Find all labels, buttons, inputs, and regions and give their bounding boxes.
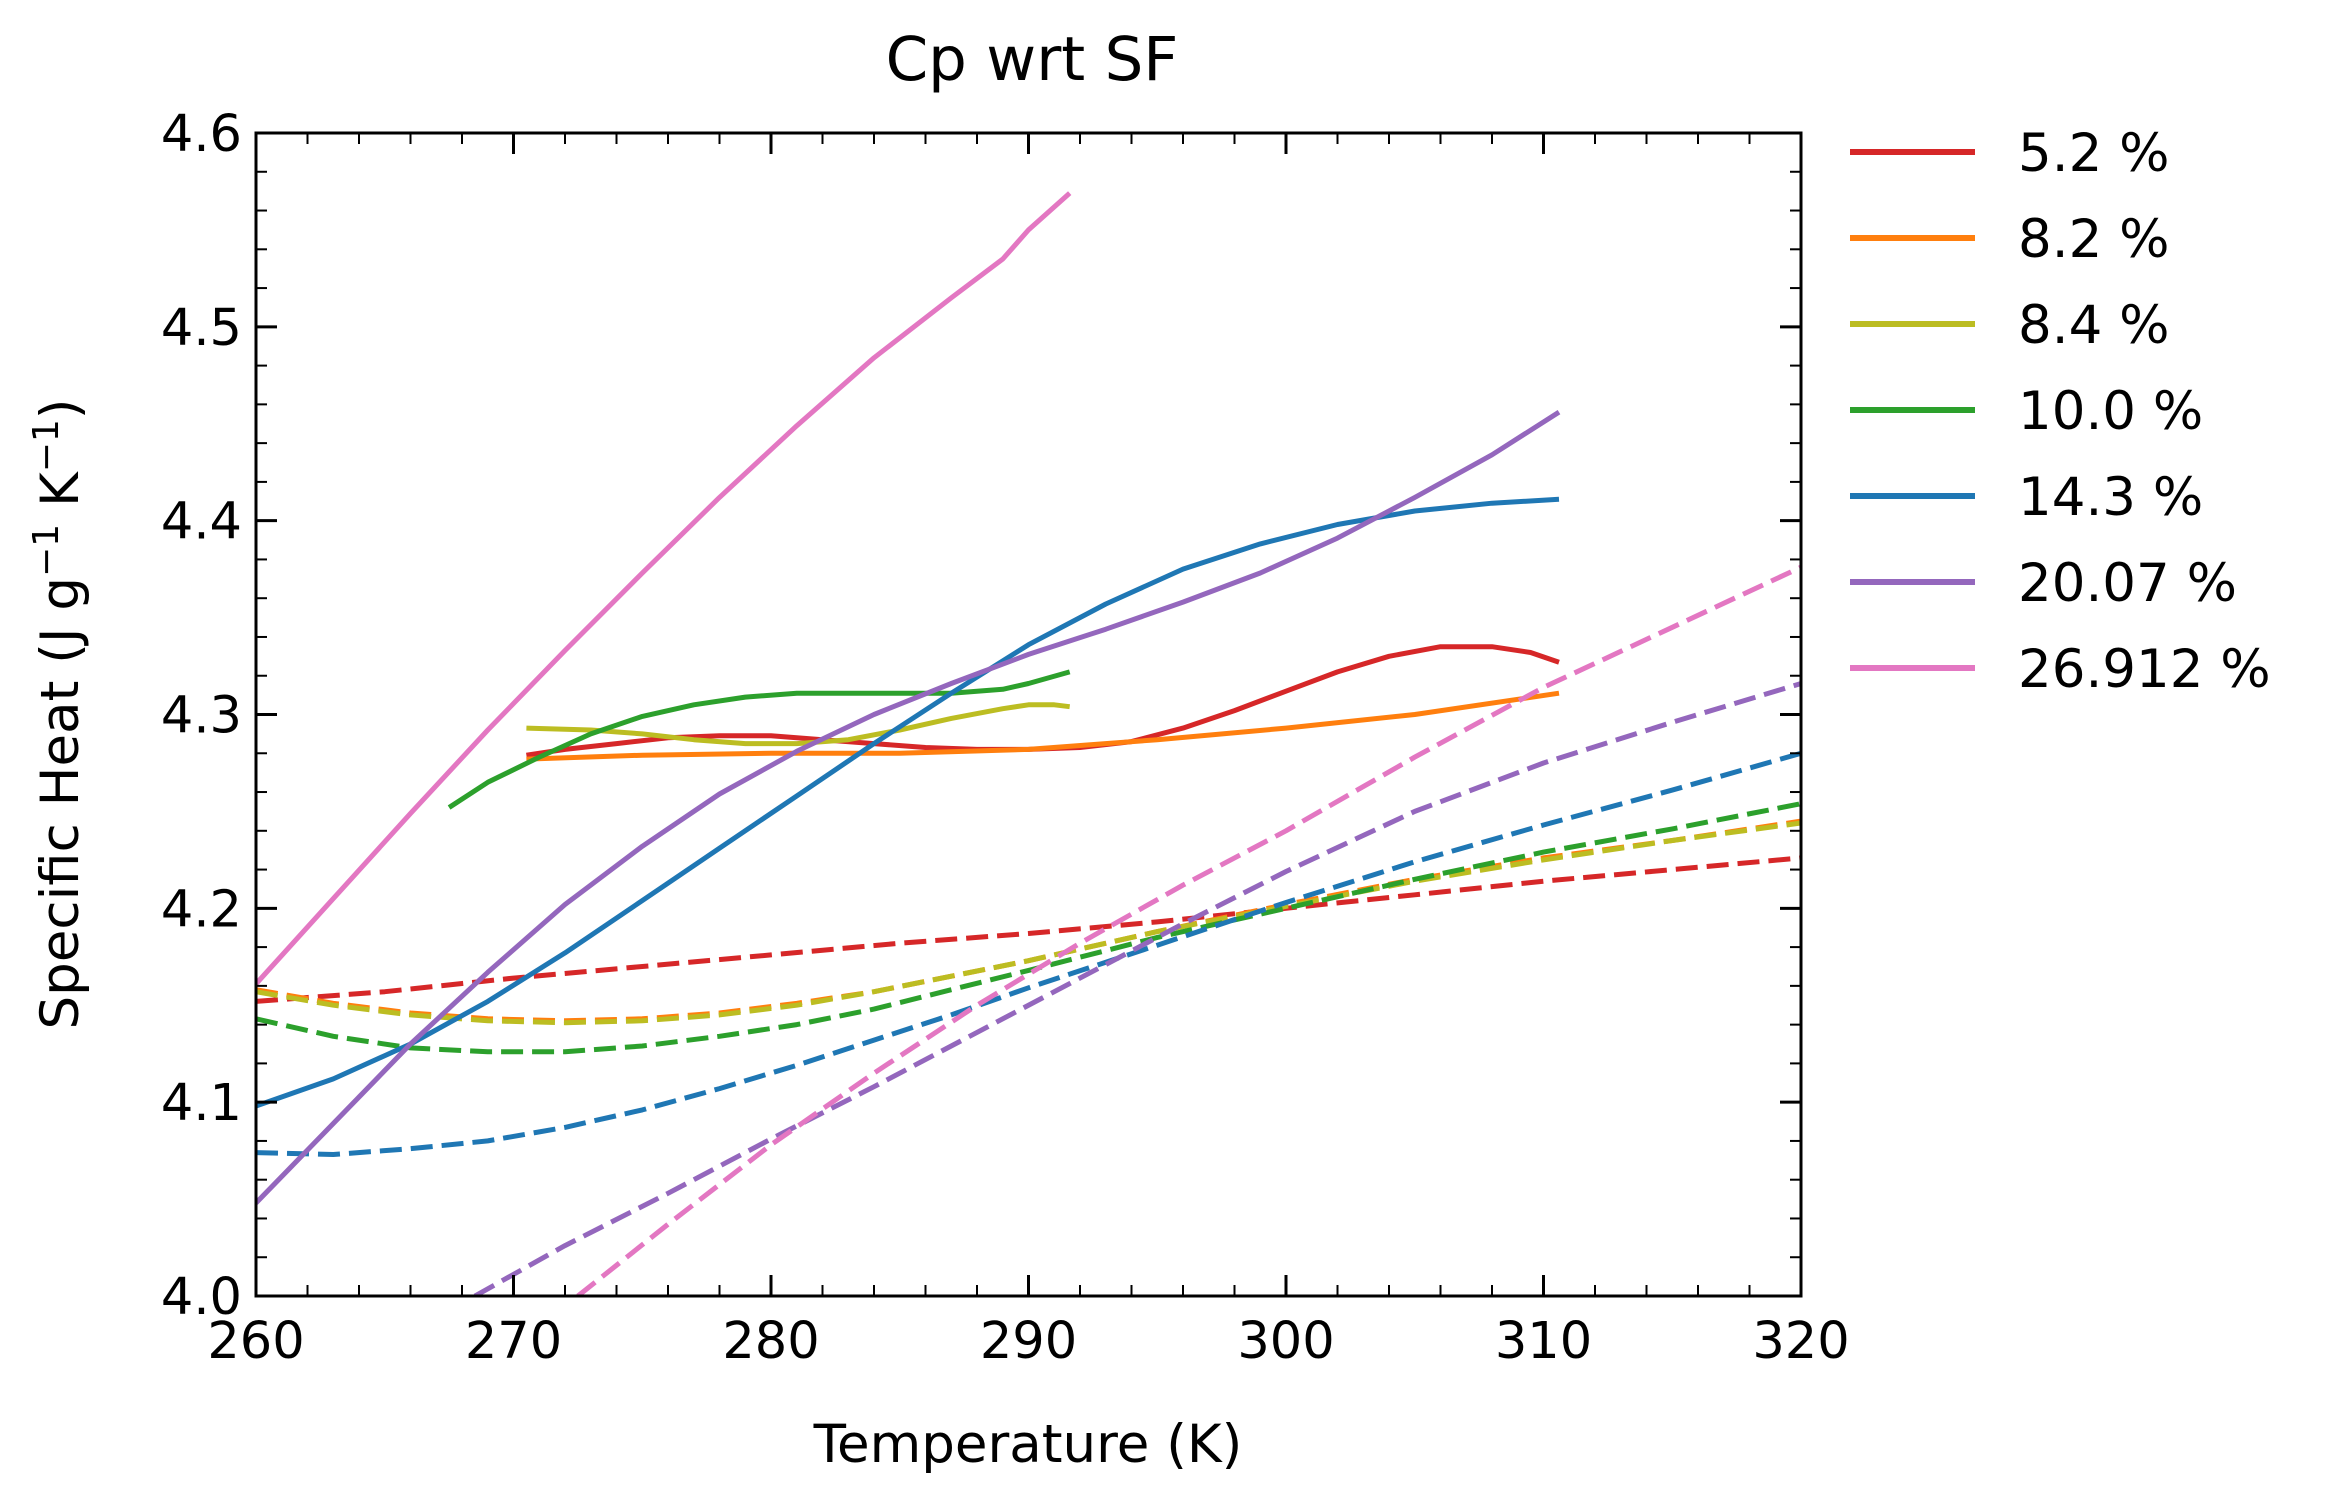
series-line-solid-3	[447, 669, 1071, 810]
y-axis-title-end: )	[30, 399, 91, 420]
plot-area: 260 270 280 290 300 310 320 4.0 4.1 4.2 4.3 4.4 4.5 4…	[161, 105, 1850, 1371]
series-line-dashed-3	[256, 801, 1801, 1055]
legend-label: 8.4 %	[2018, 295, 2170, 356]
series-line-solid-1	[526, 690, 1560, 762]
y-tick-label: 4.1	[161, 1074, 242, 1133]
x-tick-label: 310	[1495, 1312, 1592, 1371]
x-tick-label: 280	[722, 1312, 819, 1371]
series-layer	[256, 191, 1801, 1296]
x-tick-label: 270	[465, 1312, 562, 1371]
y-axis-title-sup2: −1	[26, 419, 67, 472]
legend-label: 5.2 %	[2018, 123, 2170, 184]
legend-label: 8.2 %	[2018, 209, 2170, 270]
y-tick-label: 4.5	[161, 299, 242, 358]
y-axis-title-sup1: −1	[26, 524, 67, 577]
x-tick-label: 300	[1237, 1312, 1334, 1371]
y-axis-title-base: Specific Heat (J g	[30, 577, 91, 1030]
legend-label: 26.912 %	[2018, 639, 2271, 700]
legend-label: 10.0 %	[2018, 381, 2203, 442]
series-line-dashed-6	[576, 564, 1801, 1296]
y-axis-title-mid: K	[30, 471, 91, 524]
y-tick-label: 4.3	[161, 687, 242, 746]
y-axis-title: Specific Heat (J g−1 K−1)	[26, 399, 91, 1030]
legend-label: 20.07 %	[2018, 553, 2237, 614]
y-tick-label: 4.0	[161, 1268, 242, 1327]
legend: 5.2 % 8.2 % 8.4 % 10.0 % 14.3 % 20.07 % 26.912…	[1850, 123, 2271, 700]
y-tick-label: 4.6	[161, 105, 242, 164]
tick-layer: 260 270 280 290 300 310 320 4.0 4.1 4.2 4.3 4.4 4.5 4…	[161, 105, 1850, 1371]
y-tick-label: 4.4	[161, 493, 242, 552]
series-line-dashed-5	[473, 681, 1801, 1296]
chart-title: Cp wrt SF	[886, 24, 1179, 95]
series-line-dashed-2	[256, 820, 1801, 1026]
x-tick-label: 290	[980, 1312, 1077, 1371]
series-line-solid-4	[256, 496, 1560, 1109]
legend-label: 14.3 %	[2018, 467, 2203, 528]
series-line-dashed-0	[256, 855, 1801, 1004]
series-line-solid-2	[526, 702, 1071, 747]
series-line-dashed-4	[256, 750, 1801, 1157]
x-tick-label: 320	[1752, 1312, 1849, 1371]
y-tick-label: 4.2	[161, 880, 242, 939]
x-axis-title: Temperature (K)	[813, 1414, 1243, 1475]
x-tick-label: 260	[207, 1312, 304, 1371]
series-line-solid-5	[256, 409, 1561, 1205]
series-line-solid-6	[256, 191, 1072, 986]
